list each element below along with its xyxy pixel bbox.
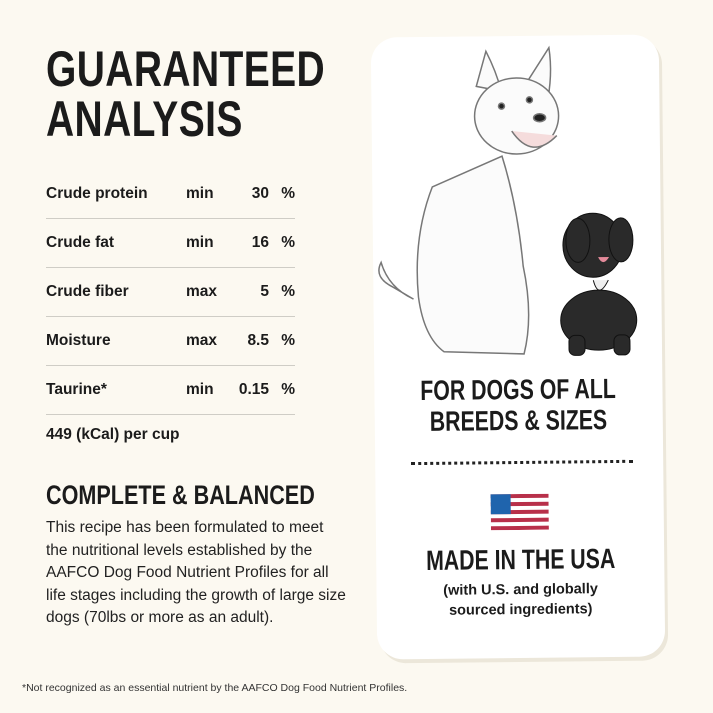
table-row: Moisture max 8.5% (46, 317, 295, 366)
footnote: *Not recognized as an essential nutrient… (22, 682, 408, 694)
dotted-divider (411, 459, 634, 466)
nutrient: Crude fat (46, 234, 115, 251)
table-row: Crude fat min 16% (46, 219, 295, 268)
nutrient: Moisture (46, 332, 111, 349)
unit: % (281, 332, 295, 349)
breeds-line-2: BREEDS & SIZES (429, 404, 608, 437)
complete-heading: COMPLETE & BALANCED (46, 480, 382, 511)
unit: % (281, 234, 295, 251)
value: 30 (251, 185, 269, 202)
title-line-2: ANALYSIS (46, 91, 243, 147)
qualifier: max (186, 332, 218, 349)
qualifier: min (186, 185, 214, 202)
flag-stripe (490, 525, 549, 531)
nutrient: Crude fiber (46, 283, 129, 300)
unit: % (281, 185, 295, 202)
value: 16 (251, 234, 269, 251)
sourced-line-2: sourced ingredients) (448, 601, 593, 619)
complete-body: This recipe has been formulated to meet … (46, 519, 346, 626)
made-in-usa-heading: MADE IN THE USA (376, 542, 664, 576)
qualifier: min (186, 381, 214, 398)
qualifier: max (186, 283, 218, 300)
breeds-heading: FOR DOGS OF ALL BREEDS & SIZES (374, 372, 663, 437)
dogs-illustration (378, 45, 638, 356)
unit: % (281, 283, 295, 300)
sourced-note: (with U.S. and globally sourced ingredie… (376, 578, 664, 621)
page-title: GUARANTEED ANALYSIS (46, 44, 404, 144)
analysis-table: Crude protein min 30% Crude fat min 16% Crud… (46, 170, 295, 415)
qualifier: min (186, 234, 214, 251)
table-row: Crude protein min 30% (46, 170, 295, 219)
black-dog-illustration (560, 212, 638, 356)
complete-heading-text: COMPLETE & BALANCED (46, 480, 315, 510)
made-in-usa-text: MADE IN THE USA (425, 542, 615, 576)
breeds-line-1: FOR DOGS OF ALL (420, 372, 617, 407)
unit: % (281, 381, 295, 398)
nutrient: Crude protein (46, 185, 148, 202)
info-card: FOR DOGS OF ALL BREEDS & SIZES MADE IN T… (370, 34, 666, 660)
value: 0.15 (238, 381, 269, 398)
table-row: Taurine* min 0.15% (46, 366, 295, 415)
value: 8.5 (247, 332, 269, 349)
table-row: Crude fiber max 5% (46, 268, 295, 317)
value: 5 (260, 283, 269, 300)
us-flag-icon (490, 493, 549, 531)
white-dog-illustration (378, 45, 560, 355)
nutrient: Taurine* (46, 381, 107, 398)
title-line-1: GUARANTEED (46, 41, 326, 97)
calories: 449 (kCal) per cup (46, 426, 180, 443)
flag-stripe (490, 517, 549, 523)
